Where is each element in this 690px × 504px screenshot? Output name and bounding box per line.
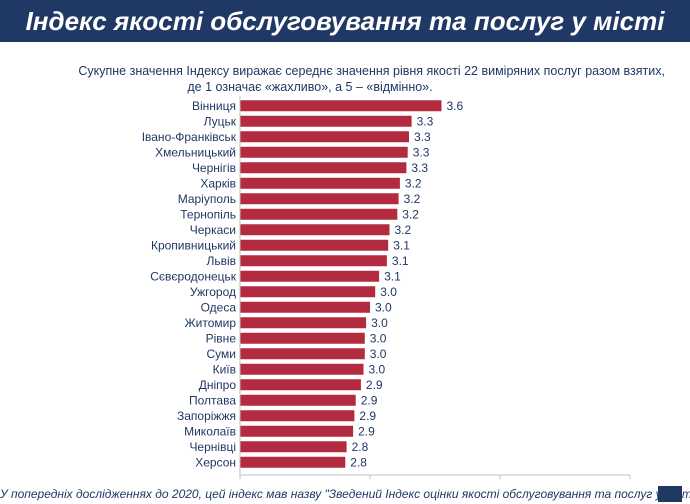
bar [240, 301, 370, 313]
bar [240, 425, 354, 437]
data-label: 2.9 [359, 409, 376, 423]
category-label: Тернопіль [180, 207, 236, 221]
subtitle-line-1: Сукупне значення Індексу виражає середнє… [78, 64, 665, 78]
data-label: 3.1 [384, 269, 401, 283]
category-label: Луцьк [204, 114, 237, 128]
page-number [658, 486, 682, 502]
data-label: 2.8 [350, 455, 367, 469]
data-label: 3.3 [413, 145, 430, 159]
data-label: 3.0 [375, 300, 392, 314]
bar [240, 255, 387, 267]
footnote: У попередніх дослідженнях до 2020, цей і… [0, 487, 690, 501]
page-title: Індекс якості обслуговування та послуг у… [25, 6, 665, 36]
category-label: Рівне [206, 331, 237, 345]
bar [240, 456, 346, 468]
data-label: 2.8 [352, 440, 369, 454]
category-label: Київ [213, 362, 236, 376]
bar [240, 363, 364, 375]
bar [240, 394, 356, 406]
data-label: 3.3 [414, 130, 431, 144]
data-label: 3.2 [402, 207, 419, 221]
data-label: 2.9 [366, 378, 383, 392]
category-label: Суми [207, 347, 236, 361]
data-label: 3.3 [417, 114, 434, 128]
category-label: Ужгород [190, 285, 236, 299]
bar [240, 270, 380, 282]
data-label: 3.1 [392, 254, 409, 268]
category-label: Івано-Франківськ [142, 130, 237, 144]
category-label: Миколаїв [184, 424, 236, 438]
bar-chart: Вінниця 3.6 Луцьк 3.3 Івано-Франківськ 3.3 Хме… [142, 96, 631, 479]
title-band [0, 0, 690, 42]
data-label: 3.0 [380, 285, 397, 299]
category-label: Житомир [185, 316, 237, 330]
data-label: 3.0 [369, 362, 386, 376]
bar [240, 193, 399, 205]
data-label: 2.9 [361, 393, 378, 407]
category-label: Одеса [201, 300, 237, 314]
data-label: 3.0 [370, 331, 387, 345]
category-label: Запоріжжя [177, 409, 236, 423]
data-label: 3.3 [411, 161, 428, 175]
bar [240, 286, 376, 298]
bar [240, 348, 365, 360]
category-label: Чернівці [189, 440, 236, 454]
category-label: Харків [200, 176, 236, 190]
category-label: Полтава [189, 393, 236, 407]
bar [240, 146, 408, 158]
bar [240, 332, 365, 344]
data-label: 3.0 [371, 316, 388, 330]
bar [240, 379, 361, 391]
bar [240, 162, 407, 174]
category-label: Маріуполь [178, 192, 236, 206]
category-label: Дніпро [199, 378, 237, 392]
category-label: Сєвєродонецьк [150, 269, 236, 283]
data-label: 3.2 [405, 176, 422, 190]
data-label: 3.0 [370, 347, 387, 361]
bar [240, 441, 347, 453]
category-label: Херсон [195, 455, 236, 469]
subtitle-line-2: де 1 означає «жахливо», а 5 – «відмінно»… [187, 80, 433, 94]
data-label: 3.2 [404, 192, 421, 206]
bar [240, 317, 367, 329]
bar [240, 208, 398, 220]
bar [240, 115, 412, 127]
bar [240, 100, 442, 112]
bar [240, 410, 355, 422]
data-label: 2.9 [358, 424, 375, 438]
category-label: Львів [206, 254, 236, 268]
data-label: 3.1 [393, 238, 410, 252]
category-label: Хмельницький [155, 145, 236, 159]
data-label: 3.6 [447, 99, 464, 113]
category-label: Чернігів [192, 161, 236, 175]
bar [240, 239, 389, 251]
category-label: Вінниця [192, 99, 236, 113]
data-label: 3.2 [395, 223, 412, 237]
bar [240, 224, 390, 236]
category-label: Черкаси [190, 223, 236, 237]
bar [240, 131, 409, 143]
bar [240, 177, 400, 189]
category-label: Кропивницький [151, 238, 236, 252]
